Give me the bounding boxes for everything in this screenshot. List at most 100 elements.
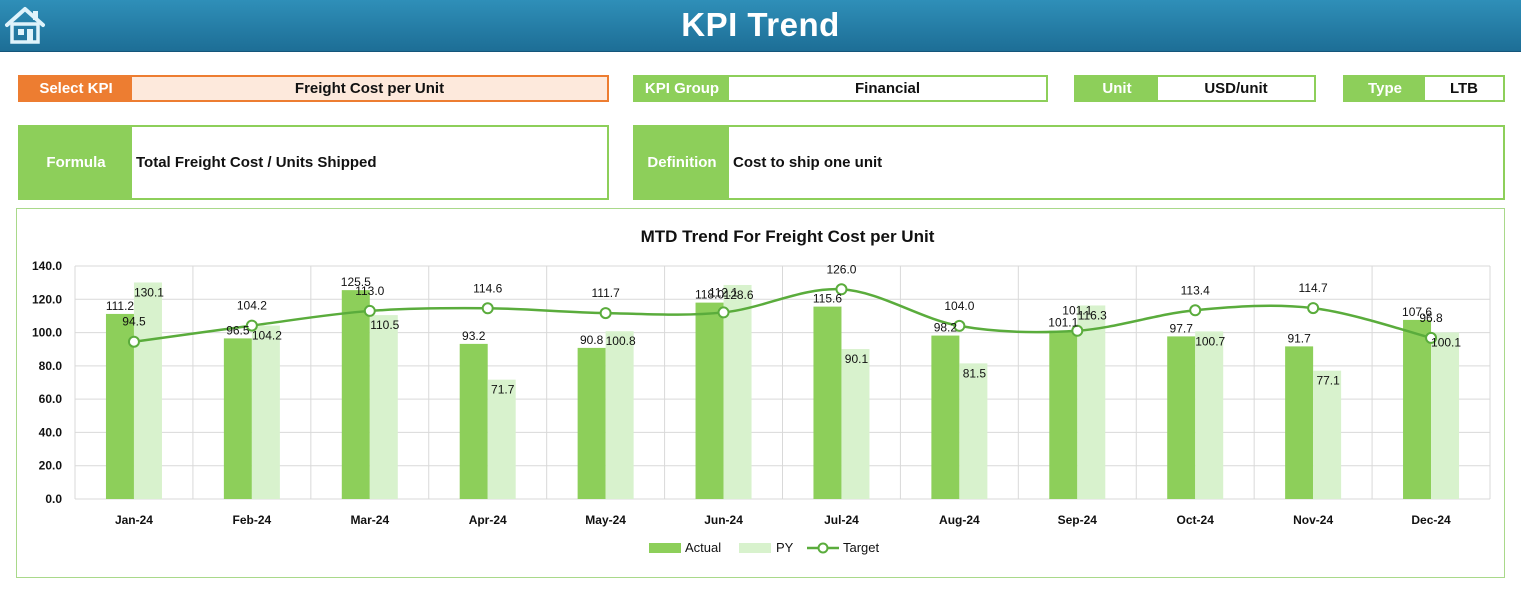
data-label-actual: 118.0 bbox=[695, 288, 724, 302]
type-label: Type bbox=[1345, 77, 1425, 100]
bar-actual bbox=[1403, 319, 1432, 499]
y-tick-label: 140.0 bbox=[32, 259, 62, 273]
bar-actual bbox=[1167, 336, 1196, 499]
target-point bbox=[363, 304, 376, 317]
data-label-py: 71.7 bbox=[491, 383, 515, 397]
data-label-actual: 90.8 bbox=[580, 333, 604, 347]
data-label-target: 96.8 bbox=[1419, 311, 1443, 325]
legend-marker-target bbox=[817, 542, 829, 554]
bar-actual bbox=[459, 343, 488, 499]
data-label-target: 113.4 bbox=[1181, 283, 1210, 297]
target-point bbox=[599, 307, 612, 320]
data-label-target: 114.6 bbox=[473, 281, 502, 295]
bar-py bbox=[723, 284, 752, 499]
type-field: Type LTB bbox=[1343, 75, 1505, 102]
y-tick-label: 120.0 bbox=[32, 292, 62, 306]
unit-label: Unit bbox=[1076, 77, 1158, 100]
legend-label-target: Target bbox=[843, 540, 880, 555]
x-tick-label: Dec-24 bbox=[1411, 513, 1451, 527]
bar-actual bbox=[695, 302, 724, 499]
data-label-actual: 97.7 bbox=[1170, 321, 1194, 335]
data-label-py: 100.7 bbox=[1195, 334, 1225, 348]
data-label-target: 113.0 bbox=[355, 284, 384, 298]
data-label-py: 128.6 bbox=[724, 288, 754, 302]
unit-field: Unit USD/unit bbox=[1074, 75, 1316, 102]
header-bar: KPI Trend bbox=[0, 0, 1521, 52]
target-point bbox=[245, 319, 258, 332]
data-label-target: 126.0 bbox=[826, 262, 856, 276]
x-tick-label: May-24 bbox=[585, 513, 626, 527]
bar-actual bbox=[1049, 330, 1078, 499]
unit-value: USD/unit bbox=[1204, 80, 1268, 97]
legend-label-actual: Actual bbox=[685, 540, 721, 555]
data-label-actual: 111.2 bbox=[106, 299, 135, 313]
data-label-py: 100.8 bbox=[606, 334, 636, 348]
data-label-target: 112.1 bbox=[709, 285, 738, 299]
bar-py bbox=[1431, 332, 1460, 499]
home-button[interactable] bbox=[3, 4, 47, 46]
target-point bbox=[127, 335, 140, 348]
home-icon bbox=[5, 7, 45, 44]
bar-actual bbox=[223, 338, 252, 499]
y-tick-label: 60.0 bbox=[39, 392, 63, 406]
data-label-actual: 101.1 bbox=[1048, 316, 1078, 330]
kpi-group-value: Financial bbox=[854, 80, 921, 97]
data-label-actual: 91.7 bbox=[1287, 331, 1311, 345]
data-label-py: 130.1 bbox=[134, 285, 164, 299]
data-label-py: 77.1 bbox=[1316, 374, 1340, 388]
bar-py bbox=[605, 331, 634, 499]
data-label-actual: 93.2 bbox=[462, 329, 486, 343]
y-tick-label: 0.0 bbox=[45, 492, 62, 506]
bar-py bbox=[1313, 370, 1342, 499]
target-point bbox=[1307, 302, 1320, 315]
chart-title: MTD Trend For Freight Cost per Unit bbox=[641, 227, 935, 246]
data-label-actual: 107.6 bbox=[1402, 305, 1432, 319]
target-point bbox=[481, 302, 494, 315]
data-label-target: 114.7 bbox=[1299, 281, 1328, 295]
bar-py bbox=[959, 363, 988, 499]
formula-box: Formula Total Freight Cost / Units Shipp… bbox=[18, 125, 609, 200]
y-tick-label: 20.0 bbox=[39, 459, 63, 473]
target-point bbox=[1189, 304, 1202, 317]
data-label-actual: 115.6 bbox=[813, 292, 842, 306]
legend-label-py: PY bbox=[776, 540, 794, 555]
data-label-py: 81.5 bbox=[963, 366, 987, 380]
select-kpi-dropdown[interactable]: Freight Cost per Unit bbox=[132, 77, 607, 100]
select-kpi-label: Select KPI bbox=[20, 77, 132, 100]
x-tick-label: Oct-24 bbox=[1177, 513, 1215, 527]
y-tick-label: 100.0 bbox=[32, 326, 62, 340]
kpi-group-field: KPI Group Financial bbox=[633, 75, 1048, 102]
page-title: KPI Trend bbox=[681, 6, 840, 43]
target-point bbox=[953, 319, 966, 332]
data-label-py: 100.1 bbox=[1431, 335, 1461, 349]
data-label-target: 104.0 bbox=[944, 299, 974, 313]
x-tick-label: Jun-24 bbox=[704, 513, 743, 527]
x-tick-label: Apr-24 bbox=[469, 513, 507, 527]
bar-py bbox=[251, 325, 280, 499]
bar-py bbox=[1195, 331, 1224, 499]
bar-py bbox=[133, 282, 162, 499]
mtd-trend-chart: MTD Trend For Freight Cost per Unit 0.0 20… bbox=[32, 227, 1491, 555]
target-point bbox=[1071, 324, 1084, 337]
definition-box: Definition Cost to ship one unit bbox=[633, 125, 1505, 200]
bar-py bbox=[1077, 305, 1106, 499]
data-label-py: 104.2 bbox=[252, 329, 282, 343]
data-label-target: 94.5 bbox=[122, 315, 146, 329]
formula-label: Formula bbox=[20, 127, 132, 198]
data-label-py: 116.3 bbox=[1078, 308, 1107, 322]
data-label-py: 110.5 bbox=[370, 318, 399, 332]
x-tick-label: Jan-24 bbox=[115, 513, 153, 527]
target-point bbox=[1425, 331, 1438, 344]
legend-swatch-py bbox=[739, 543, 771, 553]
target-point bbox=[835, 283, 848, 296]
x-tick-label: Nov-24 bbox=[1293, 513, 1333, 527]
definition-label: Definition bbox=[635, 127, 729, 198]
x-tick-label: Feb-24 bbox=[233, 513, 272, 527]
data-label-actual: 96.5 bbox=[226, 323, 250, 337]
legend-swatch-actual bbox=[649, 543, 681, 553]
data-label-py: 90.1 bbox=[845, 352, 869, 366]
type-value: LTB bbox=[1449, 80, 1479, 97]
y-tick-label: 80.0 bbox=[39, 359, 63, 373]
bar-actual bbox=[577, 347, 606, 499]
bar-py bbox=[369, 315, 398, 499]
